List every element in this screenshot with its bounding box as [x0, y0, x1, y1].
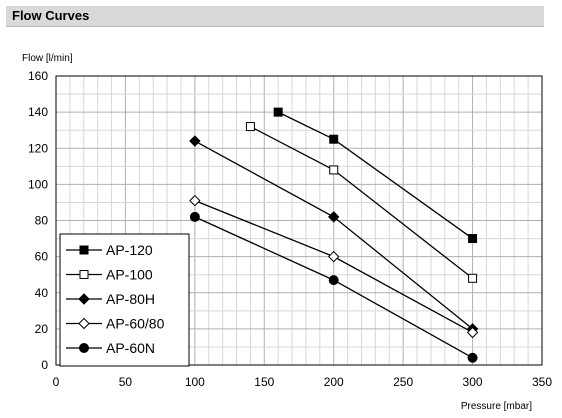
legend: AP-120 AP-100 AP-80H AP-60/80 AP-60N: [59, 233, 190, 367]
series-ap-100: [245, 122, 478, 283]
x-tick-label: 150: [254, 375, 274, 389]
y-tick-label: 20: [35, 322, 49, 336]
x-tick-label: 100: [185, 375, 205, 389]
legend-label: AP-100: [106, 267, 153, 283]
data-point-filled-square: [468, 234, 478, 244]
x-tick-label: 250: [393, 375, 413, 389]
y-tick-label: 160: [28, 69, 48, 83]
legend-label: AP-120: [106, 242, 153, 258]
data-point-filled-diamond: [78, 293, 90, 305]
data-point-open-diamond: [78, 317, 90, 330]
data-point-open-square: [329, 165, 339, 175]
y-tick-label: 0: [41, 358, 48, 372]
data-point-filled-circle: [189, 211, 200, 222]
series-ap-60-80: [189, 194, 479, 339]
legend-label: AP-80H: [106, 291, 155, 307]
legend-item: AP-80H: [66, 291, 155, 307]
y-axis-title: Flow [l/min]: [22, 53, 73, 64]
data-point-filled-circle: [79, 343, 89, 353]
x-axis: 0 50 100 150 200 250 300 350: [53, 375, 553, 389]
data-point-filled-diamond: [328, 211, 340, 223]
series-ap-60n: [189, 211, 478, 363]
data-point-filled-square: [329, 134, 339, 144]
y-tick-label: 120: [28, 141, 48, 155]
legend-item: AP-60/80: [66, 316, 165, 332]
data-point-open-diamond: [466, 326, 479, 339]
legend-item: AP-100: [66, 267, 153, 283]
series-group: [189, 107, 479, 363]
y-tick-label: 80: [35, 214, 49, 228]
data-point-filled-circle: [467, 352, 478, 363]
x-tick-label: 300: [463, 375, 483, 389]
series-ap-120: [273, 107, 478, 244]
data-point-open-diamond: [328, 250, 340, 263]
y-tick-label: 60: [35, 250, 49, 264]
x-tick-label: 350: [532, 375, 552, 389]
x-tick-label: 0: [53, 375, 60, 389]
data-point-open-diamond: [189, 194, 201, 207]
x-axis-title: Pressure [mbar]: [461, 401, 532, 412]
data-point-filled-diamond: [189, 135, 201, 147]
data-point-open-square: [468, 273, 478, 283]
x-tick-label: 50: [119, 375, 133, 389]
section-title: Flow Curves: [12, 8, 90, 23]
data-point-filled-circle: [328, 275, 339, 286]
y-axis: 0 20 40 60 80 100 120 140 160: [28, 69, 48, 372]
y-tick-label: 100: [28, 177, 48, 191]
legend-item: AP-60N: [66, 340, 155, 356]
plot-border: [55, 75, 543, 366]
legend-label: AP-60/80: [106, 316, 165, 332]
y-tick-label: 140: [28, 105, 48, 119]
y-tick-label: 40: [35, 286, 49, 300]
legend-label: AP-60N: [106, 340, 155, 356]
x-tick-label: 200: [324, 375, 344, 389]
data-point-filled-square: [273, 107, 283, 117]
data-point-filled-square: [79, 245, 89, 255]
data-point-open-square: [245, 122, 255, 132]
data-point-open-square: [79, 270, 89, 279]
section-header: Flow Curves: [6, 6, 544, 27]
legend-item: AP-120: [66, 242, 153, 258]
